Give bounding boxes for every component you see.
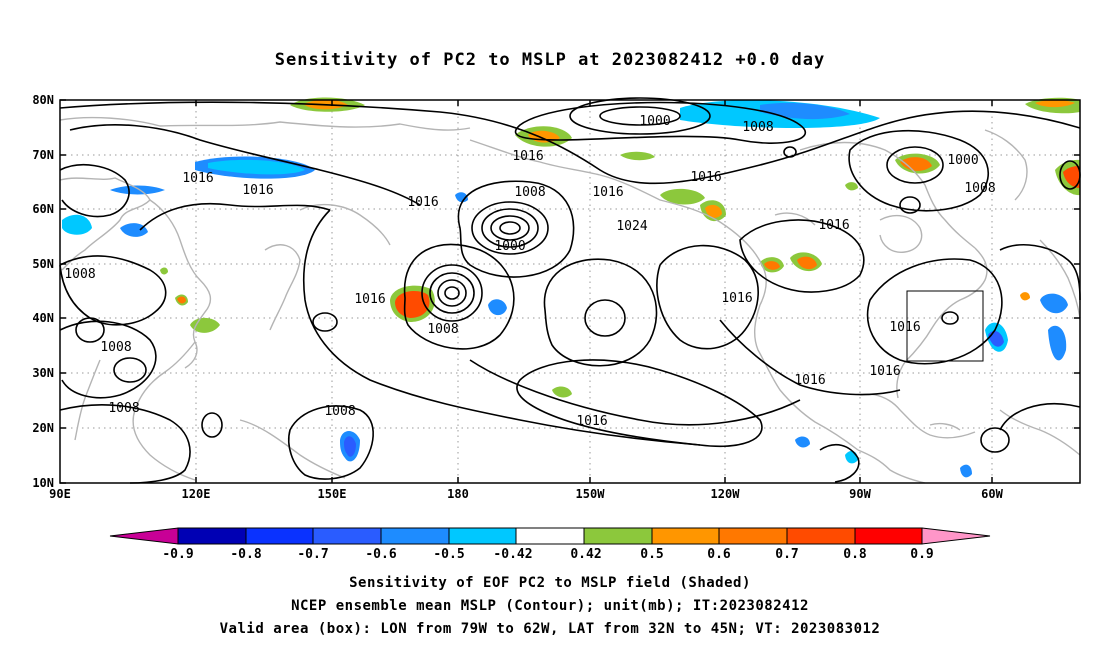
colorbar-swatch	[786, 527, 856, 545]
axis-ticks	[60, 99, 1080, 484]
contour-label: 1008	[964, 181, 995, 196]
lat-label: 60N	[32, 202, 54, 216]
lon-label: 90W	[849, 487, 871, 501]
contour-label: 1008	[108, 401, 139, 416]
colorbar-swatch	[177, 527, 247, 545]
lon-label: 60W	[981, 487, 1003, 501]
lat-label: 40N	[32, 311, 54, 325]
latitude-labels: 80N 70N 60N 50N 40N 30N 20N 10N	[32, 93, 54, 490]
lat-label: 10N	[32, 476, 54, 490]
colorbar-tick: -0.8	[230, 547, 261, 562]
longitude-labels: 90E 120E 150E 180 150W 120W 90W 60W	[49, 487, 1003, 501]
contour-label: 1016	[407, 195, 438, 210]
colorbar-tick: 0.6	[707, 547, 731, 562]
contour-label: 1008	[324, 404, 355, 419]
contour-label: 1016	[576, 414, 607, 429]
colorbar-tick: -0.9	[162, 547, 193, 562]
contour-label: 1016	[242, 183, 273, 198]
colorbar-swatch	[651, 527, 720, 545]
contour-labels: 1000 1008 1016 1016 1016 1016 1008 1016 …	[64, 114, 995, 429]
map-title: Sensitivity of PC2 to MSLP at 2023082412…	[274, 50, 826, 70]
colorbar: -0.9 -0.8 -0.7 -0.6 -0.5 -0.42 0.42 0.5 …	[109, 527, 991, 562]
map-frame	[59, 99, 1081, 484]
contour-label: 1024	[616, 219, 647, 234]
colorbar-swatch	[515, 527, 585, 545]
lon-label: 90E	[49, 487, 71, 501]
grid-lines	[60, 100, 1080, 483]
contour-label: 1016	[889, 320, 920, 335]
contour-label: 1016	[818, 218, 849, 233]
colorbar-tick: 0.42	[570, 547, 601, 562]
colorbar-over-triangle	[921, 527, 991, 545]
colorbar-swatch	[380, 527, 450, 545]
contour-label: 1008	[100, 340, 131, 355]
contour-label: 1008	[427, 322, 458, 337]
contour-label: 1000	[639, 114, 670, 129]
coastlines	[59, 116, 1081, 484]
contour-label: 1008	[742, 120, 773, 135]
colorbar-tick: -0.7	[297, 547, 328, 562]
colorbar-tick: -0.42	[493, 547, 532, 562]
lon-label: 180	[447, 487, 469, 501]
contour-label: 1016	[794, 373, 825, 388]
colorbar-swatch	[312, 527, 382, 545]
colorbar-swatch	[583, 527, 653, 545]
contour-label: 1016	[869, 364, 900, 379]
contour-label: 1016	[512, 149, 543, 164]
lat-label: 50N	[32, 257, 54, 271]
colorbar-tick: 0.7	[775, 547, 798, 562]
colorbar-swatch	[718, 527, 788, 545]
contour-label: 1008	[64, 267, 95, 282]
colorbar-tick: 0.5	[640, 547, 663, 562]
map-panel: 1000 1008 1016 1016 1016 1016 1008 1016 …	[32, 93, 1081, 501]
contour-label: 1016	[182, 171, 213, 186]
colorbar-swatch	[854, 527, 923, 545]
lon-label: 150W	[576, 487, 606, 501]
lat-label: 30N	[32, 366, 54, 380]
colorbar-swatch	[245, 527, 314, 545]
caption-shading: Sensitivity of EOF PC2 to MSLP field (Sh…	[349, 575, 751, 591]
lat-label: 80N	[32, 93, 54, 107]
caption-valid-area: Valid area (box): LON from 79W to 62W, L…	[219, 621, 881, 637]
contour-label: 1008	[514, 185, 545, 200]
colorbar-tick: 0.8	[843, 547, 867, 562]
contour-label: 1016	[354, 292, 385, 307]
colorbar-under-triangle	[109, 527, 179, 545]
colorbar-tick: -0.5	[433, 547, 464, 562]
contour-label: 1016	[592, 185, 623, 200]
contour-label: 1016	[721, 291, 752, 306]
contour-label: 1000	[947, 153, 978, 168]
lat-label: 70N	[32, 148, 54, 162]
lon-label: 120E	[182, 487, 211, 501]
lon-label: 120W	[711, 487, 741, 501]
contour-label: 1016	[690, 170, 721, 185]
colorbar-swatch	[448, 527, 517, 545]
caption-contour: NCEP ensemble mean MSLP (Contour); unit(…	[291, 598, 809, 614]
lon-label: 150E	[318, 487, 347, 501]
colorbar-tick: 0.9	[910, 547, 933, 562]
contour-label: 1000	[494, 239, 525, 254]
colorbar-tick: -0.6	[365, 547, 396, 562]
mslp-contours	[59, 97, 1081, 484]
valid-area-box	[906, 290, 984, 362]
lat-label: 20N	[32, 421, 54, 435]
